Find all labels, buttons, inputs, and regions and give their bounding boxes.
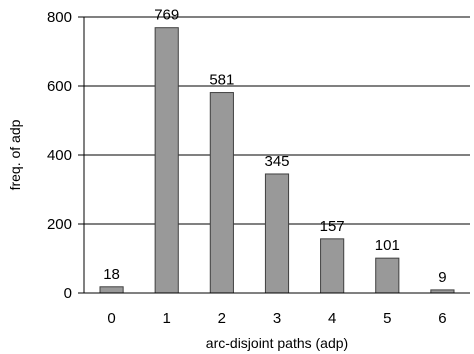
bar-value-label: 345 <box>264 153 289 170</box>
bar-4 <box>320 238 345 294</box>
x-tick-label: 4 <box>328 310 336 327</box>
x-tick-label: 0 <box>107 310 115 327</box>
data-labels: 18 769 581 345 157 101 9 <box>103 7 446 286</box>
x-tick-label: 5 <box>383 310 391 327</box>
bar-0 <box>99 286 124 294</box>
bar-value-label: 101 <box>375 237 400 254</box>
y-tick-label: 600 <box>47 78 72 95</box>
bar-5 <box>375 257 400 294</box>
bars <box>99 27 455 294</box>
bar-value-label: 769 <box>154 7 179 24</box>
y-tick-label: 200 <box>47 216 72 233</box>
x-tick-label: 2 <box>218 310 226 327</box>
y-tick-label: 800 <box>47 9 72 26</box>
x-tick-label: 3 <box>273 310 281 327</box>
y-tick-labels: 0 200 400 600 800 <box>47 9 84 302</box>
x-tick-labels: 0 1 2 3 4 5 6 <box>107 310 446 327</box>
y-axis-title: freq. of adp <box>7 119 23 190</box>
bar-3 <box>264 173 290 294</box>
x-axis-title: arc-disjoint paths (adp) <box>206 335 348 351</box>
bar-value-label: 18 <box>103 266 120 283</box>
bar-2 <box>209 92 234 294</box>
bar-value-label: 157 <box>320 218 345 235</box>
y-tick-label: 0 <box>64 285 72 302</box>
bar-1 <box>154 27 179 294</box>
x-tick-label: 1 <box>163 310 171 327</box>
x-tick-label: 6 <box>438 310 446 327</box>
bar-value-label: 581 <box>209 72 234 89</box>
y-tick-label: 400 <box>47 147 72 164</box>
bar-value-label: 9 <box>438 269 446 286</box>
